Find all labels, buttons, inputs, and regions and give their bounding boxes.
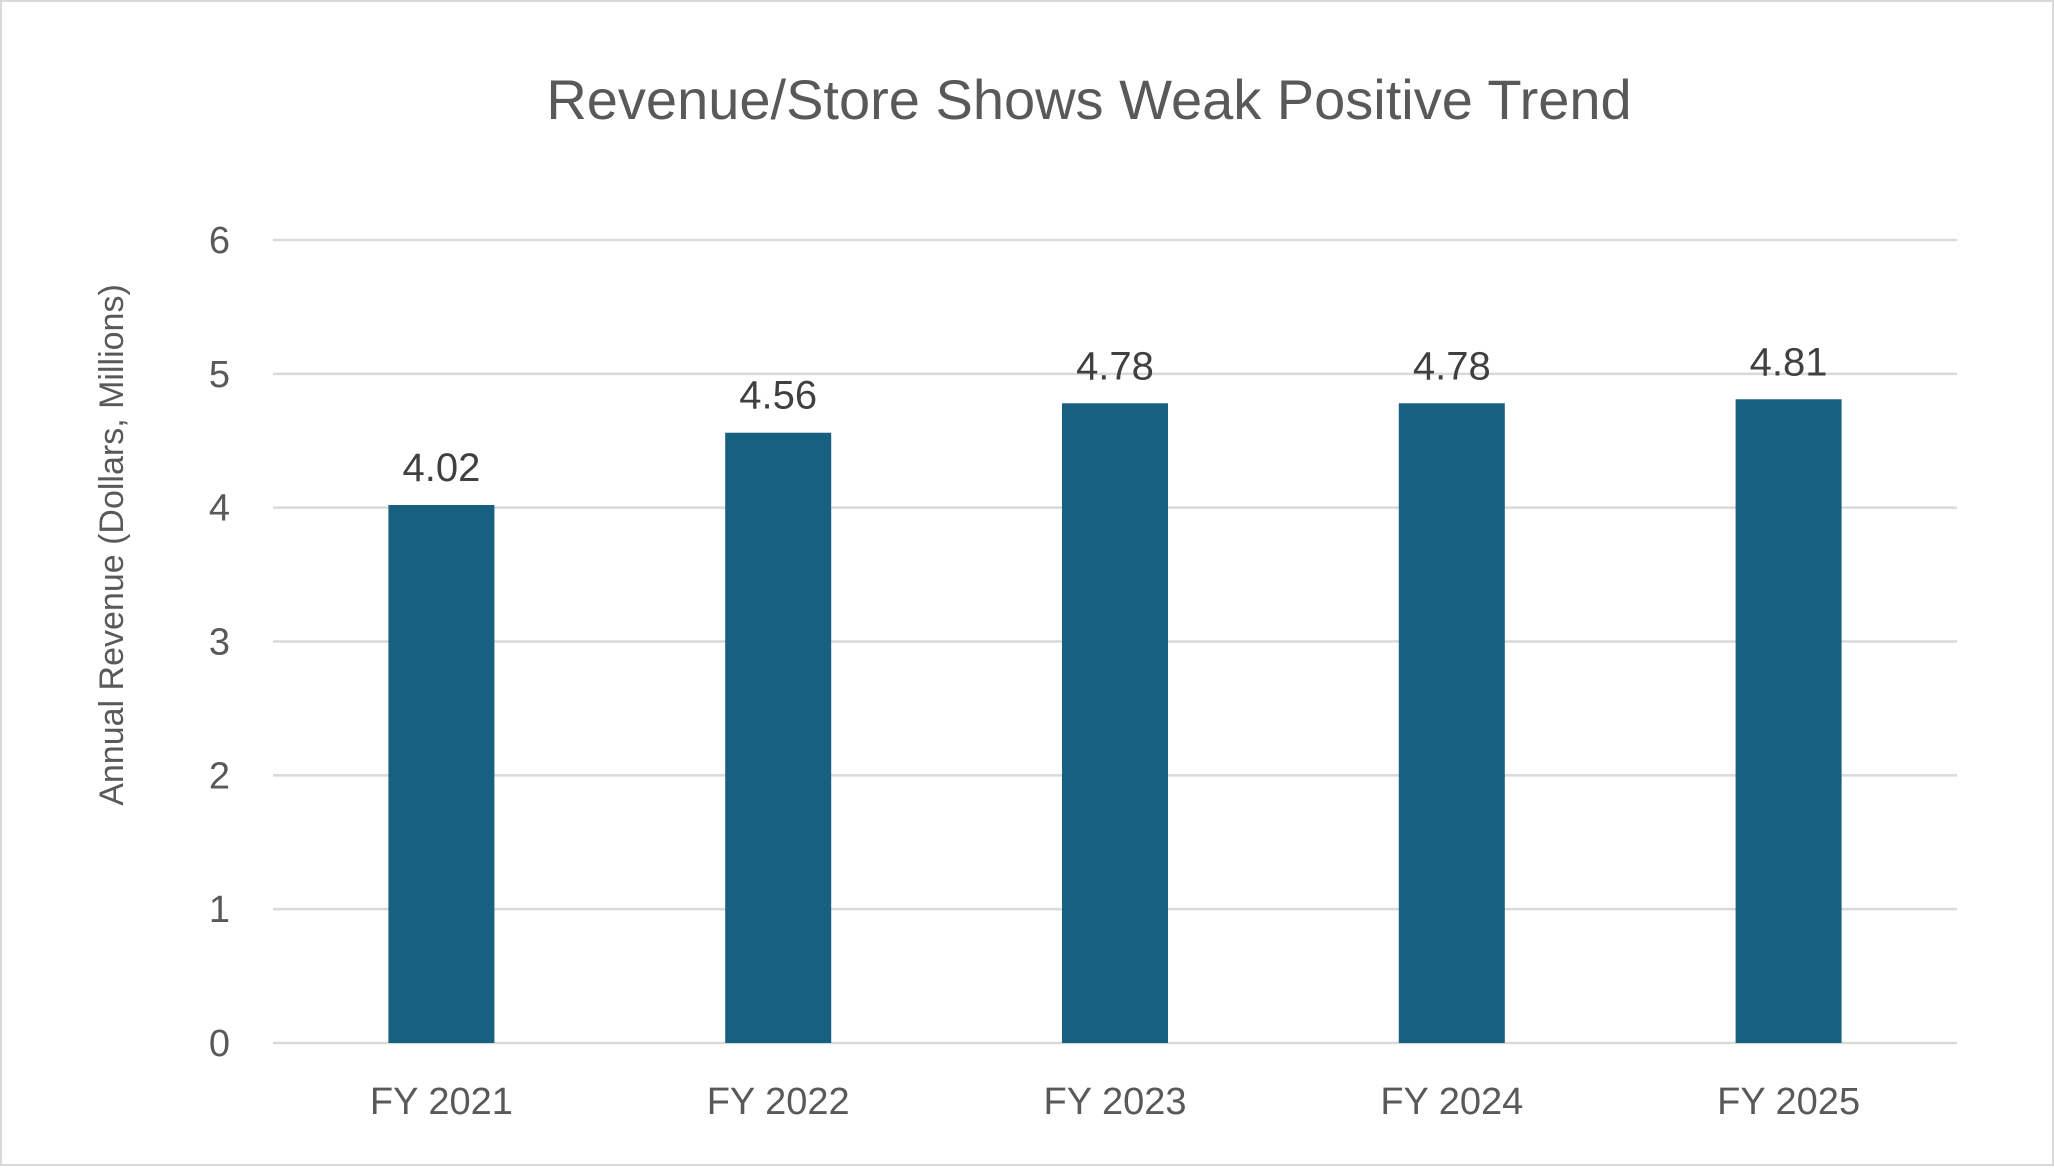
y-tick-label: 1 xyxy=(209,889,230,931)
x-tick-label: FY 2023 xyxy=(1044,1081,1187,1123)
bars xyxy=(388,399,1842,1044)
x-axis-ticks: FY 2021 FY 2022 FY 2023 FY 2024 FY 2025 xyxy=(370,1081,1860,1123)
bar-fy-2023 xyxy=(1062,403,1168,1043)
data-label: 4.78 xyxy=(1076,344,1154,388)
data-labels: 4.02 4.56 4.78 4.78 4.81 xyxy=(402,340,1827,490)
y-axis-title: Annual Revenue (Dollars, Millions) xyxy=(93,284,131,806)
data-label: 4.56 xyxy=(739,374,817,418)
x-tick-label: FY 2022 xyxy=(707,1081,850,1123)
x-tick-label: FY 2024 xyxy=(1380,1081,1523,1123)
y-tick-label: 2 xyxy=(209,755,230,797)
bar-fy-2024 xyxy=(1398,403,1505,1043)
data-label: 4.81 xyxy=(1750,340,1828,384)
y-tick-label: 5 xyxy=(209,354,230,396)
chart-title: Revenue/Store Shows Weak Positive Trend xyxy=(546,68,1631,131)
bar-fy-2022 xyxy=(725,432,832,1044)
bar-fy-2025 xyxy=(1735,399,1842,1043)
y-axis-ticks: 0 1 2 3 4 5 6 xyxy=(209,220,230,1065)
x-tick-label: FY 2025 xyxy=(1717,1081,1860,1123)
y-tick-label: 4 xyxy=(209,488,230,530)
x-tick-label: FY 2021 xyxy=(370,1081,513,1123)
y-tick-label: 3 xyxy=(209,622,230,664)
y-tick-label: 6 xyxy=(209,220,230,262)
y-tick-label: 0 xyxy=(209,1023,230,1065)
data-label: 4.02 xyxy=(402,446,480,490)
data-label: 4.78 xyxy=(1413,344,1491,388)
bar-fy-2021 xyxy=(388,504,495,1043)
